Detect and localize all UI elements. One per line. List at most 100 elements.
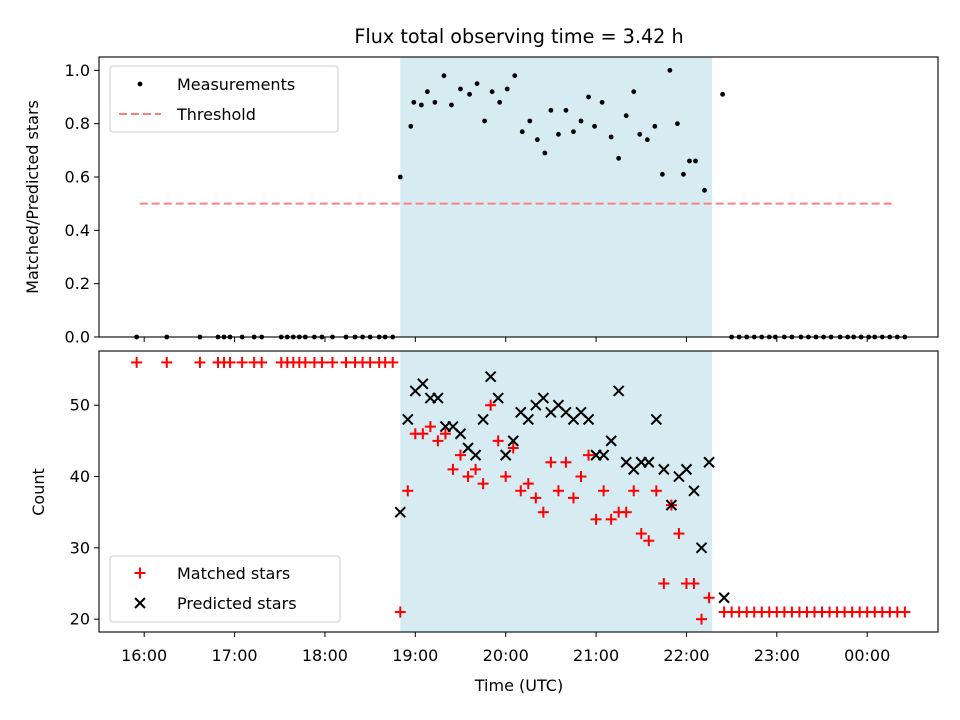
predicted-star-point-b <box>394 506 406 518</box>
measurement-point <box>637 131 643 137</box>
predicted-star-point-b <box>402 413 414 426</box>
predicted-star-point-b <box>703 456 715 468</box>
matched-star-point <box>462 471 474 483</box>
measurement-point <box>497 99 503 105</box>
matched-star-point <box>470 463 482 475</box>
measurement-point <box>659 171 665 177</box>
legend-matched-label: Matched stars <box>177 564 290 583</box>
matched-star-point <box>688 578 700 590</box>
measurement-point <box>616 155 622 161</box>
matched-star-point <box>658 578 670 590</box>
predicted-star-point-b <box>695 542 708 554</box>
measurement-point <box>474 81 480 87</box>
measurement-point <box>504 86 510 92</box>
ratio-plot-frame <box>98 56 939 338</box>
count-x-axis-label: Time (UTC) <box>474 676 563 695</box>
ratio-y-axis: 0.0 0.2 0.4 0.6 0.8 1.0 <box>65 61 99 347</box>
count-y-axis: 20 30 40 50 <box>70 396 99 629</box>
legend-predicted-glyph-b <box>134 597 146 609</box>
measurement-point <box>527 118 533 124</box>
matched-star-point <box>432 435 444 447</box>
matched-star-point <box>567 492 579 504</box>
matched-star-point <box>620 506 632 518</box>
matched-star-point <box>628 485 640 497</box>
measurement-point <box>702 187 707 193</box>
predicted-star-point-b <box>597 449 610 461</box>
predicted-star-point-b <box>688 485 700 497</box>
predicted-star-point-b <box>552 399 565 411</box>
predicted-star-point-b <box>515 406 527 419</box>
measurement-point <box>441 73 447 79</box>
matched-star-point <box>552 485 564 497</box>
predicted-star-point-b <box>575 406 587 419</box>
legend-predicted-glyph <box>134 597 146 609</box>
predicted-star-point <box>597 449 610 461</box>
matched-star-point <box>598 485 610 497</box>
measurement-point <box>519 129 525 135</box>
measurement-point <box>586 94 591 100</box>
observing-span-top <box>400 57 713 337</box>
predicted-star-point-b <box>605 435 617 447</box>
measurement-point <box>623 113 629 119</box>
measurement-point <box>548 107 554 113</box>
matched-star-point <box>394 606 406 618</box>
predicted-star-point <box>665 499 678 511</box>
measurement-point <box>720 91 726 97</box>
count-marks <box>131 356 911 625</box>
measurement-point <box>542 150 548 156</box>
measurement-point <box>432 99 438 105</box>
predicted-star-point-b <box>582 413 595 426</box>
measurement-point <box>563 107 569 113</box>
matched-star-point <box>643 535 655 547</box>
predicted-star-point-b <box>432 392 444 404</box>
count-plot-frame <box>98 350 939 633</box>
predicted-star-point <box>703 456 715 468</box>
count-x-tick-label: 23:00 <box>754 646 800 665</box>
predicted-star-point <box>650 413 663 426</box>
count-x-tick-label: 17:00 <box>212 646 258 665</box>
predicted-star-point <box>695 542 708 554</box>
measurement-point <box>411 99 417 105</box>
ratio-y-tick-label: 0.4 <box>65 221 90 240</box>
matched-star-point <box>899 606 911 618</box>
measurement-point <box>644 137 650 143</box>
predicted-star-point <box>522 413 534 426</box>
measurement-point <box>599 99 605 105</box>
predicted-star-point <box>680 463 693 476</box>
predicted-star-point <box>432 392 444 404</box>
ratio-legend-box <box>109 65 339 133</box>
count-legend-box <box>109 555 341 623</box>
predicted-star-point <box>643 456 655 468</box>
ratio-y-tick-label: 0.0 <box>65 328 90 347</box>
measurement-point <box>631 89 637 95</box>
matched-star-point <box>236 356 248 368</box>
measurement-point <box>489 89 495 95</box>
count-x-tick-label: 20:00 <box>483 646 529 665</box>
predicted-star-point-b <box>537 392 550 404</box>
matched-star-point <box>545 456 557 468</box>
measurement-point <box>449 102 454 108</box>
predicted-star-point <box>477 413 489 426</box>
predicted-star-point <box>492 392 504 404</box>
matched-star-point <box>575 471 587 483</box>
measurement-point <box>675 121 680 127</box>
predicted-star-point <box>612 385 625 397</box>
matched-star-point <box>590 513 602 525</box>
count-y-tick-label: 20 <box>70 610 90 629</box>
predicted-star-point <box>507 435 519 447</box>
predicted-star-point <box>718 592 730 604</box>
predicted-star-point-b <box>612 385 625 397</box>
measurement-point <box>467 91 472 97</box>
predicted-star-point <box>469 449 482 461</box>
measurement-point <box>512 73 518 79</box>
measurement-point <box>693 158 698 164</box>
count-panel: 20 30 40 50 16:00 17:00 18:00 19:00 20:00 21:00 2… <box>29 350 939 695</box>
matched-star-point <box>439 428 451 440</box>
predicted-star-point-b <box>477 413 489 426</box>
count-x-tick-label: 16:00 <box>121 646 167 665</box>
measurement-point <box>681 171 686 177</box>
ratio-y-tick-label: 0.6 <box>65 168 90 187</box>
predicted-star-point <box>582 413 595 426</box>
predicted-star-point-b <box>492 392 504 404</box>
measurement-point <box>687 158 692 164</box>
